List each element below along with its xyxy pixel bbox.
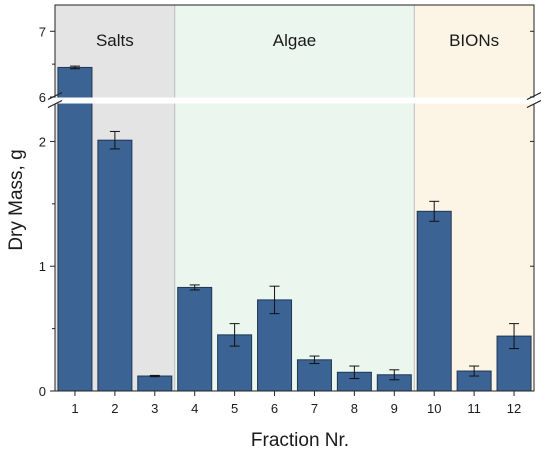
plot-border [54,4,535,392]
x-tick-label: 2 [111,401,118,416]
error-bar-9 [389,369,400,381]
axis-break-mark [47,91,63,101]
region-algae [174,5,415,391]
y-axis-title: Dry Mass, g [6,149,27,250]
x-tick-label: 5 [231,401,238,416]
axis-break-gap [51,97,538,104]
error-bar-12 [509,323,520,350]
bar-6 [257,299,293,392]
error-bar-7 [309,355,320,365]
y-tick-label: 6 [39,90,46,105]
bar-4 [177,286,213,392]
y-tick-label: 0 [39,384,46,399]
region-label-algae: Algae [273,31,316,50]
y-tick-label: 1 [39,259,46,274]
bar-1 [57,66,93,392]
error-bar-3 [149,374,160,378]
error-bar-2 [109,130,120,150]
y-tick-label: 7 [39,24,46,39]
x-tick-label: 11 [467,401,481,416]
bars [57,66,532,392]
bar-7 [296,359,332,392]
axis-break-mark [526,99,542,109]
axis-break-mark [47,99,63,109]
x-axis-title: Fraction Nr. [251,430,349,451]
error-bar-6 [269,285,280,315]
x-tick-label: 1 [71,401,78,416]
error-bar-4 [189,284,200,291]
bar-10 [416,210,452,392]
x-tick-label: 6 [271,401,278,416]
bar-2 [97,139,133,392]
region-label-salts: Salts [96,31,134,50]
axis-break-mark [526,91,542,101]
bar-3 [137,375,173,392]
y-tick-label: 2 [39,134,46,149]
region-label-bions: BIONs [449,31,499,50]
axis-break [47,91,542,109]
x-tick-label: 3 [151,401,158,416]
error-bar-10 [429,200,440,222]
error-bar-8 [349,365,360,380]
plot-frame [54,4,535,392]
error-bar-1 [69,65,80,70]
x-tick-label: 4 [191,401,198,416]
error-bar-5 [229,323,240,347]
x-tick-label: 10 [427,401,441,416]
error-bars [69,65,520,381]
x-tick-label: 9 [391,401,398,416]
x-tick-label: 7 [311,401,318,416]
error-bar-11 [469,365,480,377]
x-tick-label: 8 [351,401,358,416]
x-tick-label: 12 [507,401,521,416]
